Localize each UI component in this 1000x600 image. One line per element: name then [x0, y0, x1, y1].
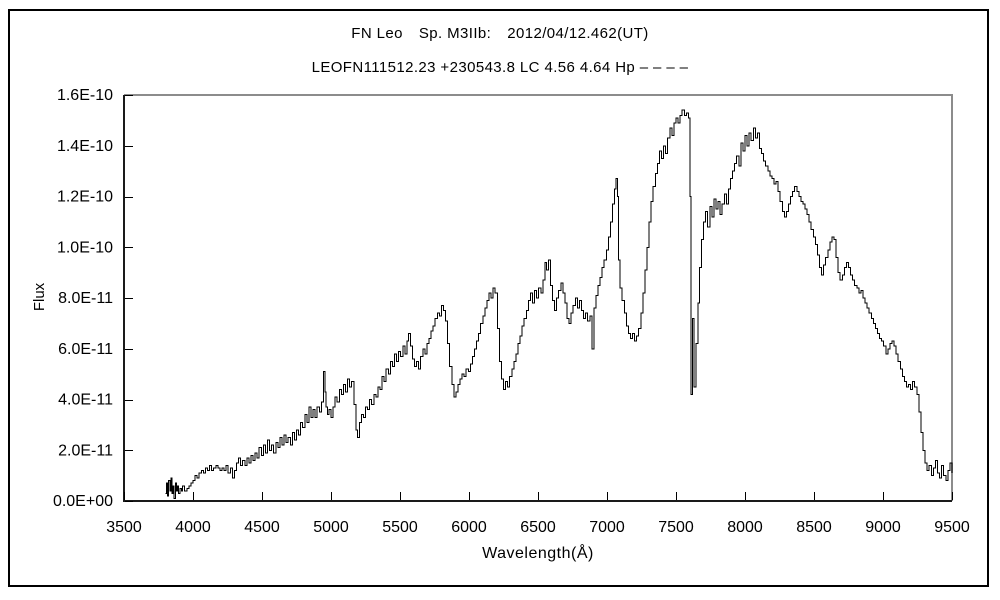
x-tick-label: 8000	[727, 519, 763, 536]
spectral-type: Sp. M3IIb:	[418, 25, 492, 42]
plot-frame-topright	[124, 94, 953, 501]
chart-subtitle: LEOFN111512.23 +230543.8 LC 4.56 4.64 Hp…	[0, 59, 1000, 76]
x-tick-label: 3500	[106, 519, 142, 536]
x-tick-label: 5000	[313, 519, 349, 536]
y-tick-label: 1.0E-10	[57, 239, 113, 256]
x-tick-label: 9500	[934, 519, 970, 536]
x-tick-label: 4000	[175, 519, 211, 536]
catalog-info: LEOFN111512.23 +230543.8 LC 4.56 4.64 Hp…	[311, 59, 689, 76]
x-tick-label: 6000	[451, 519, 487, 536]
y-tick-label: 6.0E-11	[58, 341, 113, 358]
y-tick-label: 1.4E-10	[57, 138, 113, 155]
x-tick-label: 8500	[796, 519, 832, 536]
y-tick-label: 1.2E-10	[57, 189, 113, 206]
y-tick-label: 1.6E-10	[57, 87, 113, 104]
x-tick-label: 9000	[865, 519, 901, 536]
plot-frame-bottomleft	[123, 95, 952, 502]
x-tick-label: 7000	[589, 519, 625, 536]
x-axis-label: Wavelength(Å)	[482, 545, 594, 562]
star-name: FN Leo	[351, 25, 403, 42]
spectrum-trace	[165, 109, 953, 499]
x-tick-label: 4500	[244, 519, 280, 536]
x-tick-label: 5500	[382, 519, 418, 536]
y-tick-label: 4.0E-11	[58, 392, 113, 409]
x-tick-label: 7500	[658, 519, 694, 536]
y-tick-label: 0.0E+00	[53, 493, 113, 510]
observation-date: 2012/04/12.462(UT)	[507, 25, 649, 42]
chart-title: FN Leo Sp. M3IIb: 2012/04/12.462(UT)	[0, 25, 1000, 42]
y-tick-label: 2.0E-11	[58, 442, 113, 459]
y-tick-label: 8.0E-11	[58, 290, 113, 307]
x-tick-label: 6500	[520, 519, 556, 536]
